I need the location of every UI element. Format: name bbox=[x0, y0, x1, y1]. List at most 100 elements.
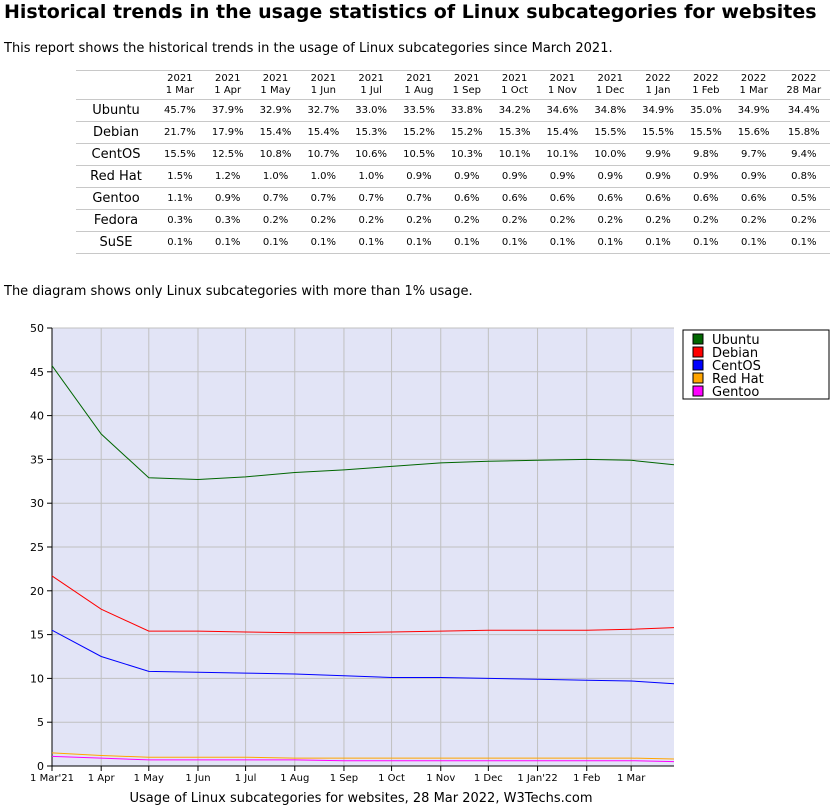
x-tick-label: 1 Feb bbox=[573, 773, 600, 784]
x-tick-label: 1 Jan'22 bbox=[517, 773, 557, 784]
usage-line-chart: 0 5 10 15 20 25 30 35 40 45 50 1 Mar'21 1 Apr 1 May 1 … bbox=[30, 322, 830, 806]
y-tick-label: 5 bbox=[37, 716, 44, 729]
row-name: CentOS bbox=[76, 143, 156, 166]
table-cell: 9.8% bbox=[681, 143, 730, 166]
table-cell: 0.6% bbox=[681, 187, 730, 210]
table-cell: 0.9% bbox=[681, 165, 730, 188]
intro-text: This report shows the historical trends … bbox=[4, 41, 613, 56]
table-cell: 0.9% bbox=[729, 165, 778, 188]
table-cell: 0.2% bbox=[681, 209, 730, 232]
series-line-red-hat bbox=[51, 752, 675, 760]
table-cell: 9.4% bbox=[777, 143, 830, 166]
table-cell: 0.6% bbox=[538, 187, 587, 210]
table-cell: 34.9% bbox=[729, 99, 778, 122]
table-cell: 0.6% bbox=[634, 187, 682, 210]
table-cell: 15.5% bbox=[681, 121, 730, 144]
table-cell: 0.9% bbox=[395, 165, 443, 188]
x-tick-label: 1 Aug bbox=[280, 773, 309, 784]
y-tick-label: 40 bbox=[30, 410, 44, 423]
column-header: 2021 1 Apr bbox=[204, 71, 252, 100]
table-cell: 0.2% bbox=[538, 209, 587, 232]
column-header: 2022 28 Mar bbox=[778, 71, 830, 100]
column-year: 2021 bbox=[214, 73, 241, 84]
legend-swatch bbox=[692, 385, 704, 397]
table-cell: 35.0% bbox=[681, 99, 730, 122]
table-cell: 0.9% bbox=[586, 165, 635, 188]
table-cell: 0.2% bbox=[729, 209, 778, 232]
column-header: 2022 1 Feb bbox=[682, 71, 730, 100]
y-tick-label: 10 bbox=[30, 672, 44, 685]
table-cell: 0.2% bbox=[442, 209, 491, 232]
legend-swatch bbox=[692, 333, 704, 345]
table-cell: 0.1% bbox=[347, 231, 396, 254]
table-cell: 0.1% bbox=[442, 231, 491, 254]
column-year: 2022 bbox=[693, 73, 719, 84]
table-cell: 15.4% bbox=[538, 121, 587, 144]
table-cell: 0.1% bbox=[203, 231, 252, 254]
column-year: 2021 bbox=[358, 73, 384, 84]
y-tick-label: 30 bbox=[30, 497, 44, 510]
table-cell: 15.2% bbox=[442, 121, 491, 144]
table-cell: 32.7% bbox=[299, 99, 348, 122]
table-cell: 0.9% bbox=[442, 165, 491, 188]
table-corner bbox=[76, 71, 156, 100]
column-year: 2021 bbox=[310, 73, 337, 84]
legend-label: CentOS bbox=[712, 359, 761, 374]
table-cell: 0.7% bbox=[251, 187, 300, 210]
column-date: 28 Mar bbox=[786, 85, 822, 96]
table-cell: 0.9% bbox=[634, 165, 682, 188]
table-cell: 0.7% bbox=[395, 187, 443, 210]
x-tick-label: 1 Apr bbox=[88, 773, 116, 784]
y-tick-label: 45 bbox=[30, 366, 44, 379]
table-cell: 0.2% bbox=[634, 209, 682, 232]
page-title: Historical trends in the usage statistic… bbox=[4, 1, 817, 23]
table-cell: 15.3% bbox=[490, 121, 539, 144]
table-cell: 9.7% bbox=[729, 143, 778, 166]
column-header: 2022 1 Jan bbox=[634, 71, 682, 100]
y-tick-label: 35 bbox=[30, 453, 44, 466]
row-name: Ubuntu bbox=[76, 99, 156, 122]
table-cell: 1.0% bbox=[251, 165, 300, 188]
table-cell: 0.7% bbox=[347, 187, 396, 210]
series-line-ubuntu bbox=[51, 365, 675, 481]
column-year: 2021 bbox=[597, 73, 623, 84]
column-header: 2021 1 Aug bbox=[395, 71, 443, 100]
table-cell: 10.3% bbox=[442, 143, 491, 166]
series-line-debian bbox=[51, 575, 675, 634]
column-header: 2021 1 Mar bbox=[156, 71, 204, 100]
table-cell: 37.9% bbox=[203, 99, 252, 122]
table-cell: 0.1% bbox=[395, 231, 443, 254]
table-cell: 0.9% bbox=[538, 165, 587, 188]
table-cell: 10.1% bbox=[490, 143, 539, 166]
column-year: 2021 bbox=[167, 73, 193, 84]
row-name: Fedora bbox=[76, 209, 156, 232]
legend-label: Red Hat bbox=[712, 372, 764, 387]
column-year: 2021 bbox=[501, 73, 528, 84]
column-date: 1 Sep bbox=[452, 85, 481, 96]
table-row: Red Hat 1.5% 1.2% 1.0% 1.0% 1.0% 0.9% 0.9% 0.9% 0… bbox=[76, 165, 830, 188]
column-year: 2021 bbox=[262, 73, 289, 84]
table-cell: 1.5% bbox=[156, 165, 204, 188]
column-header: 2022 1 Mar bbox=[730, 71, 778, 100]
table-row: CentOS 15.5% 12.5% 10.8% 10.7% 10.6% 10.5% 10.3… bbox=[76, 143, 830, 166]
table-cell: 0.1% bbox=[634, 231, 682, 254]
x-tick-label: 1 Jun bbox=[185, 773, 210, 784]
y-tick-label: 50 bbox=[30, 322, 44, 335]
table-cell: 32.9% bbox=[251, 99, 300, 122]
table-cell: 33.8% bbox=[442, 99, 491, 122]
column-year: 2022 bbox=[791, 73, 817, 84]
column-date: 1 Dec bbox=[595, 85, 625, 96]
x-tick-label: 1 Sep bbox=[330, 773, 358, 784]
legend-label: Ubuntu bbox=[712, 333, 760, 348]
table-cell: 0.1% bbox=[251, 231, 300, 254]
table-cell: 15.2% bbox=[395, 121, 443, 144]
column-header: 2021 1 Sep bbox=[443, 71, 491, 100]
table-cell: 0.2% bbox=[347, 209, 396, 232]
table-cell: 15.5% bbox=[156, 143, 204, 166]
row-name: Debian bbox=[76, 121, 156, 144]
x-tick-label: 1 Mar'21 bbox=[30, 773, 74, 784]
column-date: 1 Aug bbox=[404, 85, 434, 96]
table-cell: 0.1% bbox=[490, 231, 539, 254]
x-tick-label: 1 Oct bbox=[378, 773, 405, 784]
column-date: 1 Oct bbox=[501, 85, 529, 96]
